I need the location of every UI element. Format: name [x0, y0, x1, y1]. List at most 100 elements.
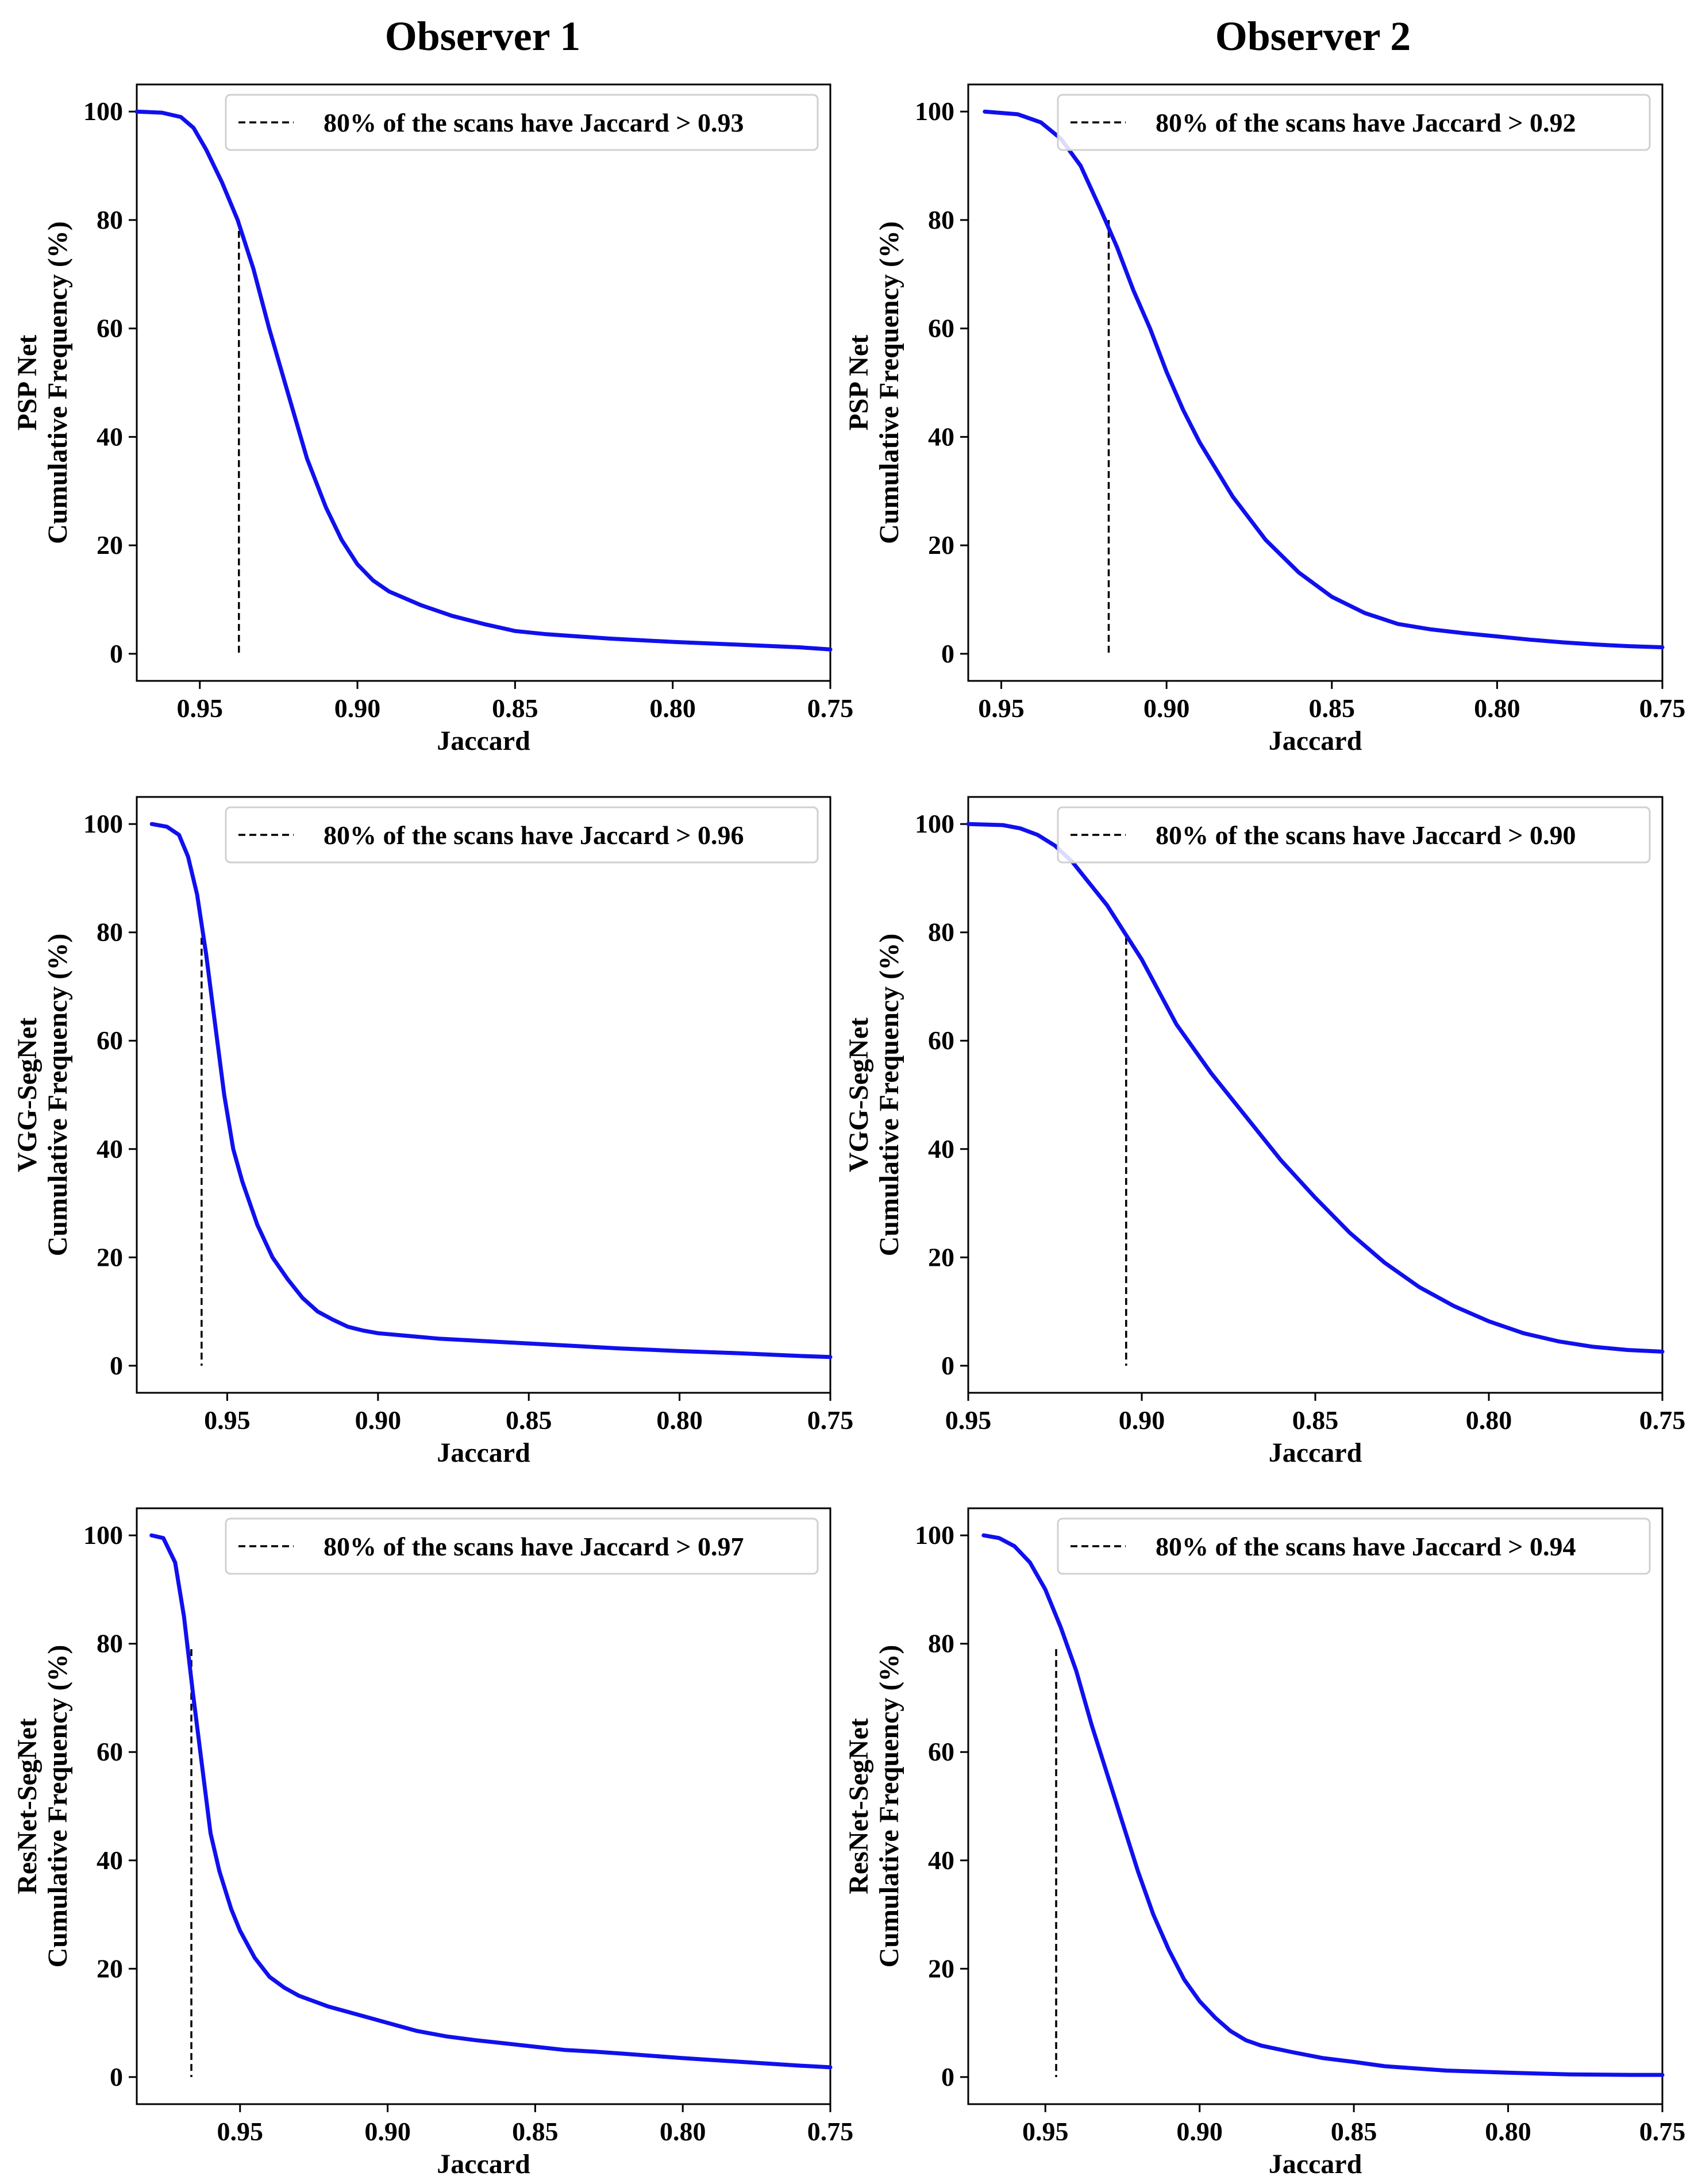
y-tick-label: 80 — [928, 918, 954, 947]
y-tick-label: 100 — [915, 809, 954, 838]
legend-box — [1057, 94, 1651, 151]
y-tick-label: 40 — [928, 422, 954, 451]
x-tick-label: 0.90 — [1143, 694, 1190, 723]
x-tick-label: 0.85 — [492, 694, 538, 723]
y-tick-label: 60 — [97, 1026, 123, 1055]
y-tick-label: 0 — [941, 1351, 954, 1380]
y-axis-model-label: PSP Net — [844, 335, 874, 431]
y-tick-label: 60 — [97, 314, 123, 343]
y-tick-label: 60 — [928, 1737, 954, 1766]
x-tick-label: 0.85 — [512, 2117, 559, 2146]
y-axis-label: Cumulative Frequency (%) — [43, 1645, 73, 1968]
x-axis-label: Jaccard — [437, 1438, 530, 1468]
y-tick-label: 0 — [941, 2062, 954, 2091]
chart-panel: 0 20 40 60 80 100 0.95 0.90 0.85 0.80 0.75 Jaccard V… — [844, 796, 1686, 1468]
x-axis-label: Jaccard — [1269, 1438, 1362, 1468]
y-tick-label: 40 — [97, 1846, 123, 1875]
y-tick-label: 80 — [928, 205, 954, 234]
y-tick-label: 0 — [941, 639, 954, 668]
x-tick-label: 0.90 — [1176, 2117, 1223, 2146]
plot-frame — [136, 796, 831, 1394]
x-tick-label: 0.90 — [364, 2117, 411, 2146]
x-tick-label: 0.80 — [649, 694, 696, 723]
legend-label: 80% of the scans have Jaccard > 0.94 — [1156, 1532, 1576, 1561]
x-tick-label: 0.85 — [1292, 1405, 1339, 1435]
x-tick-label: 0.80 — [1485, 2117, 1531, 2146]
y-tick-label: 40 — [97, 1134, 123, 1164]
x-tick-label: 0.95 — [978, 694, 1025, 723]
y-tick-label: 40 — [97, 422, 123, 451]
legend-label: 80% of the scans have Jaccard > 0.97 — [324, 1532, 744, 1561]
x-tick-label: 0.90 — [355, 1405, 402, 1435]
y-axis-label: Cumulative Frequency (%) — [874, 1645, 904, 1968]
y-tick-label: 80 — [928, 1629, 954, 1658]
y-tick-label: 20 — [928, 1954, 954, 1983]
chart-panel: 0 20 40 60 80 100 0.95 0.90 0.85 0.80 0.75 Jaccard V… — [12, 796, 854, 1468]
y-axis-label: Cumulative Frequency (%) — [43, 221, 73, 544]
legend: 80% of the scans have Jaccard > 0.97 — [225, 1517, 819, 1575]
y-tick-label: 20 — [97, 530, 123, 560]
x-axis-label: Jaccard — [1269, 726, 1362, 756]
plot-frame — [967, 1507, 1664, 2105]
y-tick-label: 20 — [928, 1242, 954, 1272]
series-line — [981, 1533, 1665, 2077]
legend-box — [225, 1517, 819, 1575]
series-line — [149, 1533, 833, 2070]
y-axis-model-label: PSP Net — [12, 335, 43, 431]
x-tick-label: 0.85 — [1309, 694, 1356, 723]
legend: 80% of the scans have Jaccard > 0.96 — [225, 806, 819, 864]
legend-box — [225, 806, 819, 864]
plot-frame — [136, 1507, 831, 2105]
x-tick-label: 0.80 — [1466, 1405, 1512, 1435]
x-axis-label: Jaccard — [1269, 2149, 1362, 2179]
chart-panel: 0 20 40 60 80 100 0.95 0.90 0.85 0.80 0.75 Jaccard P… — [844, 83, 1685, 756]
y-tick-label: 80 — [97, 1629, 123, 1658]
x-tick-label: 0.80 — [660, 2117, 706, 2146]
y-tick-label: 40 — [928, 1846, 954, 1875]
legend: 80% of the scans have Jaccard > 0.92 — [1057, 94, 1651, 151]
x-axis-label: Jaccard — [437, 2149, 530, 2179]
x-tick-label: 0.95 — [217, 2117, 264, 2146]
x-tick-label: 0.75 — [807, 2117, 854, 2146]
y-tick-label: 100 — [83, 97, 123, 126]
column-title-observer-1: Observer 1 — [384, 13, 581, 59]
x-tick-label: 0.95 — [945, 1405, 992, 1435]
x-tick-label: 0.80 — [1474, 694, 1520, 723]
x-tick-label: 0.95 — [176, 694, 223, 723]
x-axis-label: Jaccard — [437, 726, 530, 756]
plot-frame — [967, 796, 1664, 1394]
legend: 80% of the scans have Jaccard > 0.90 — [1057, 806, 1651, 864]
y-tick-label: 0 — [110, 2062, 123, 2091]
chart-panel: 0 20 40 60 80 100 0.95 0.90 0.85 0.80 0.75 Jaccard R… — [12, 1507, 854, 2179]
legend-box — [1057, 1517, 1651, 1575]
legend-box — [225, 94, 819, 151]
x-tick-label: 0.75 — [1639, 2117, 1686, 2146]
column-title-observer-2: Observer 2 — [1215, 13, 1411, 59]
y-tick-label: 20 — [928, 530, 954, 560]
x-tick-label: 0.80 — [656, 1405, 703, 1435]
chart-panel: 0 20 40 60 80 100 0.95 0.90 0.85 0.80 0.75 Jaccard P… — [12, 83, 854, 756]
y-tick-label: 60 — [97, 1737, 123, 1766]
x-tick-label: 0.75 — [1639, 1405, 1686, 1435]
x-tick-label: 0.75 — [807, 694, 854, 723]
y-tick-label: 0 — [110, 1351, 123, 1380]
y-axis-model-label: VGG-SegNet — [12, 1018, 43, 1172]
y-tick-label: 20 — [97, 1242, 123, 1272]
plot-frame — [967, 83, 1664, 682]
y-tick-label: 0 — [110, 639, 123, 668]
legend-label: 80% of the scans have Jaccard > 0.92 — [1156, 108, 1576, 137]
plot-frame — [136, 83, 831, 682]
legend-box — [1057, 806, 1651, 864]
legend-label: 80% of the scans have Jaccard > 0.93 — [324, 108, 744, 137]
y-axis-model-label: VGG-SegNet — [844, 1018, 874, 1172]
x-tick-label: 0.95 — [204, 1405, 251, 1435]
x-tick-label: 0.75 — [807, 1405, 854, 1435]
legend: 80% of the scans have Jaccard > 0.93 — [225, 94, 819, 151]
chart-panel: 0 20 40 60 80 100 0.95 0.90 0.85 0.80 0.75 Jaccard R… — [844, 1507, 1686, 2179]
y-axis-label: Cumulative Frequency (%) — [43, 934, 73, 1257]
legend-label: 80% of the scans have Jaccard > 0.90 — [1156, 821, 1576, 850]
y-tick-label: 100 — [83, 1520, 123, 1550]
y-tick-label: 80 — [97, 918, 123, 947]
x-tick-label: 0.85 — [1331, 2117, 1377, 2146]
